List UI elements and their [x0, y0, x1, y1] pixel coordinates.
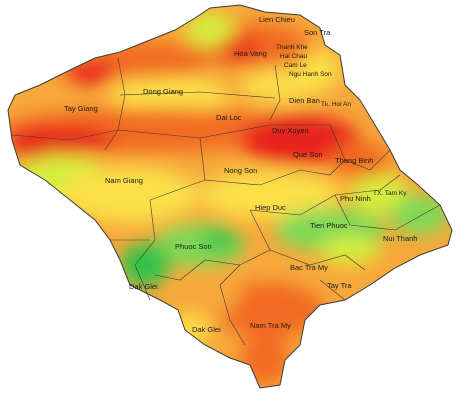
- label-ngu-hanh-son: Ngu Hanh Son: [289, 71, 332, 78]
- label-hiep-duc: Hiep Duc: [255, 203, 286, 212]
- label-dien-ban: Dien Ban: [289, 96, 320, 105]
- label-tay-giang: Tay Giang: [64, 104, 98, 113]
- label-dai-loc: Dai Loc: [216, 113, 242, 122]
- district-labels: Lien Chieu Son Tra Thanh Khe Hai Chau Ca…: [64, 15, 417, 334]
- label-hoa-vang: Hoa Vang: [234, 49, 267, 58]
- label-cam-le: Cam Le: [284, 62, 307, 69]
- label-dak-glei-south: Dak Glei: [192, 325, 221, 334]
- label-phuoc-son: Phuoc Son: [175, 242, 212, 251]
- label-hai-chau: Hai Chau: [280, 53, 307, 60]
- label-bac-tra-my: Bac Tra My: [290, 263, 328, 272]
- label-dak-glei-north: Dak Glei: [129, 282, 158, 291]
- label-nong-son: Nong Son: [224, 166, 257, 175]
- label-duy-xuyen: Duy Xuyen: [272, 126, 309, 135]
- label-lien-chieu: Lien Chieu: [259, 15, 295, 24]
- district-boundaries: [11, 57, 441, 346]
- label-son-tra: Son Tra: [304, 28, 331, 37]
- label-thang-binh: Thang Binh: [335, 156, 373, 165]
- label-tam-ky: TX. Tam Ky: [373, 190, 407, 197]
- label-hoi-an: Tk. Hoi An: [321, 101, 351, 108]
- label-thanh-khe: Thanh Khe: [276, 44, 308, 51]
- label-tien-phuoc: Tien Phuoc: [310, 221, 348, 230]
- label-phu-ninh: Phu Ninh: [340, 194, 371, 203]
- label-dong-giang: Dong Giang: [143, 87, 183, 96]
- province-outline: [7, 4, 453, 389]
- label-nam-tra-my: Nam Tra My: [250, 321, 291, 330]
- label-que-son: Que Son: [293, 150, 323, 159]
- label-nam-giang: Nam Giang: [105, 176, 143, 185]
- label-nui-thanh: Nui Thanh: [383, 234, 417, 243]
- label-tay-tra: Tay Tra: [327, 281, 352, 290]
